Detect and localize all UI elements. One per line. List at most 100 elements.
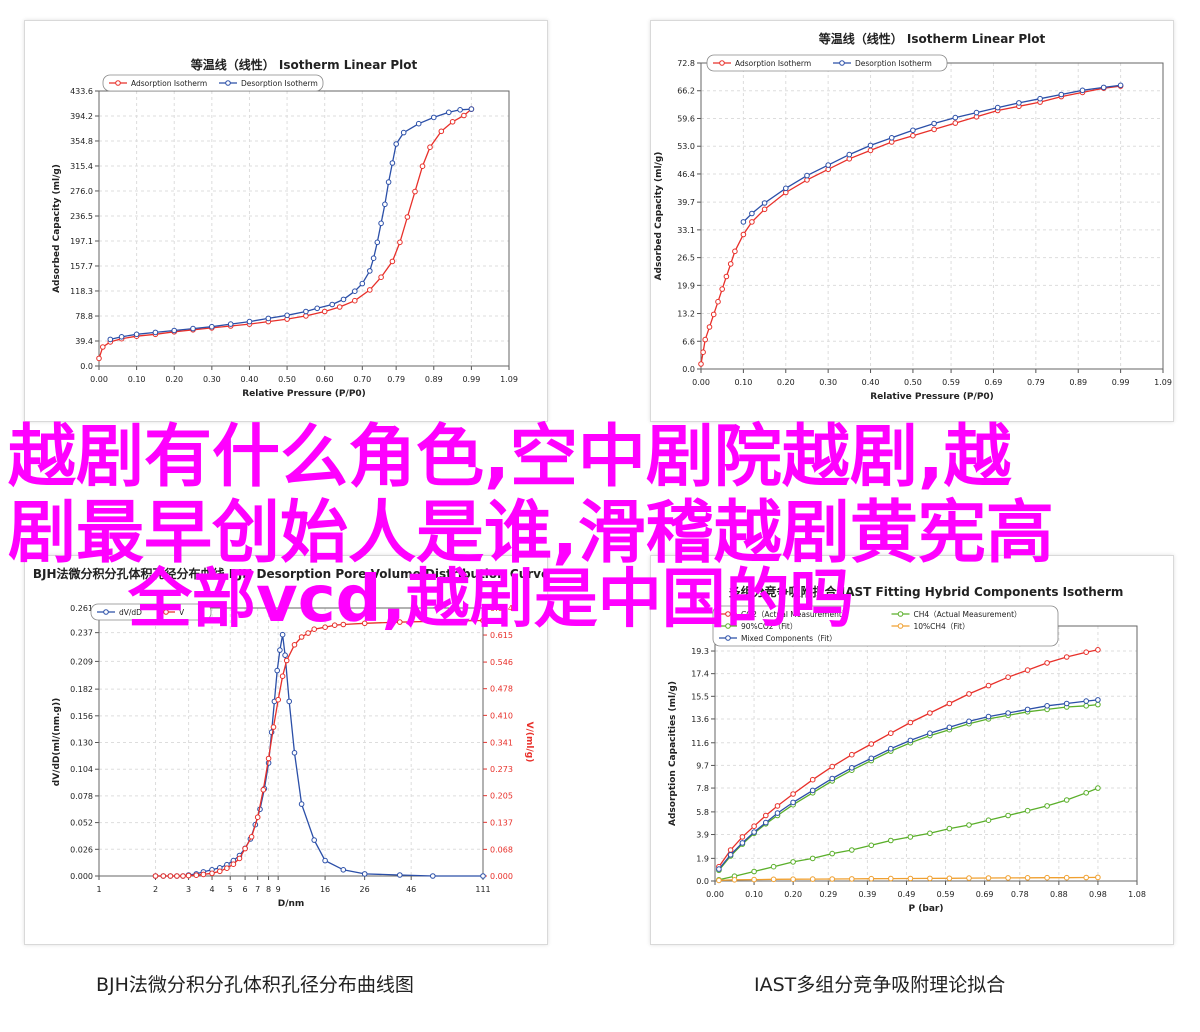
data-point — [1044, 703, 1050, 709]
y-tick-label: 5.8 — [696, 808, 709, 817]
x-tick-label: 111 — [475, 885, 490, 894]
data-point — [740, 219, 747, 225]
data-point — [1037, 95, 1043, 102]
data-point — [321, 308, 328, 315]
overlay-title-line-3: 全部vcd,越剧是中国的吗 — [128, 563, 854, 637]
chart-panel-isotherm-right: 等温线（线性） Isotherm Linear Plot 0.00 0.10 0.20… — [650, 20, 1174, 422]
data-point — [314, 305, 321, 312]
data-point — [809, 855, 816, 862]
data-point — [322, 624, 328, 630]
data-point — [804, 172, 810, 179]
x-tick-label: 0.89 — [1069, 378, 1087, 387]
legend-marker — [725, 623, 731, 629]
x-tick-label: 9 — [276, 885, 281, 894]
x-tick-label: 0.60 — [316, 375, 334, 384]
x-axis-label: D/nm — [278, 899, 305, 909]
data-point — [260, 787, 267, 793]
grid — [95, 607, 487, 880]
data-point — [966, 875, 972, 881]
data-point — [389, 160, 396, 166]
data-point — [400, 129, 407, 136]
data-point — [1044, 874, 1050, 881]
plot-frame — [98, 90, 510, 367]
y-tick-label: 157.7 — [70, 262, 93, 271]
data-point — [265, 755, 272, 762]
x-tick-label: 6 — [243, 885, 248, 894]
data-point — [710, 311, 717, 318]
data-point — [719, 286, 725, 292]
data-point — [749, 219, 755, 225]
data-point — [246, 318, 253, 325]
data-point — [723, 273, 730, 280]
x-tick-label: 0.39 — [858, 890, 876, 899]
y-tick-label: 9.7 — [696, 761, 709, 770]
data-point — [774, 810, 781, 816]
data-point — [340, 621, 347, 628]
data-point — [385, 179, 392, 185]
data-point — [248, 834, 255, 840]
data-point — [174, 873, 180, 879]
y-tick-label: 59.6 — [677, 114, 695, 123]
x-tick-label: 7 — [255, 885, 260, 894]
x-tick-label: 0.79 — [387, 375, 405, 384]
data-point — [1024, 706, 1031, 713]
y-tick-label: 0.0 — [696, 877, 709, 886]
x-tick-label: 0.99 — [462, 375, 480, 384]
data-point — [367, 268, 373, 274]
y2-tick-label: 0.478 — [490, 685, 513, 694]
data-point — [698, 361, 704, 367]
data-point — [200, 871, 207, 878]
chart-panel-iast: 多组分竞争吸附拟合 IAST Fitting Hybrid Components… — [650, 555, 1174, 945]
chart-panel-bjh: BJH法微分积分孔体积孔径分布曲线 BJH Desorption Pore Vo… — [24, 555, 548, 945]
data-point — [809, 876, 816, 882]
y-tick-label: 0.000 — [70, 872, 93, 881]
data-point — [430, 618, 436, 625]
x-tick-label: 2 — [153, 885, 158, 894]
x-tick-label: 0.30 — [203, 375, 221, 384]
data-point — [868, 875, 875, 882]
data-point — [1100, 84, 1107, 91]
data-point — [180, 873, 186, 879]
y-tick-label: 354.8 — [70, 137, 93, 146]
legend-marker — [225, 80, 231, 86]
data-point — [910, 127, 916, 134]
data-point — [1024, 667, 1031, 673]
plot-frame — [700, 62, 1164, 370]
data-point — [1016, 100, 1022, 106]
data-point — [167, 873, 174, 879]
x-tick-label: 3 — [186, 885, 191, 894]
data-point — [412, 188, 418, 195]
y-tick-label: 17.4 — [691, 670, 709, 679]
data-point — [370, 255, 377, 261]
data-point — [868, 755, 875, 762]
data-point — [927, 730, 933, 736]
data-point — [1083, 649, 1090, 655]
chart-bjh: BJH法微分积分孔体积孔径分布曲线 BJH Desorption Pore Vo… — [33, 566, 547, 909]
y2-tick-label: 0.000 — [490, 872, 513, 881]
x-tick-label: 0.29 — [819, 890, 837, 899]
data-point — [311, 626, 318, 632]
data-point — [274, 667, 280, 674]
x-tick-label: 1 — [96, 885, 101, 894]
data-point — [931, 126, 937, 133]
data-point — [1058, 91, 1065, 98]
y2-tick-label: 0.684 — [490, 604, 513, 613]
data-point — [397, 872, 403, 878]
chart-title: BJH法微分积分孔体积孔径分布曲线 BJH Desorption Pore Vo… — [33, 566, 547, 581]
y-tick-label: 118.3 — [70, 287, 93, 296]
x-tick-label: 26 — [360, 885, 370, 894]
data-point — [457, 107, 463, 113]
data-point — [298, 801, 305, 807]
data-point — [849, 847, 855, 853]
data-point — [1083, 790, 1090, 796]
data-point — [751, 823, 757, 830]
data-point — [1005, 875, 1011, 881]
data-point — [1079, 87, 1086, 94]
data-point — [927, 875, 933, 882]
data-point — [438, 128, 445, 135]
data-point — [1095, 785, 1101, 791]
data-point — [152, 329, 159, 336]
y2-tick-label: 0.546 — [490, 658, 513, 667]
x-axis-label: P (bar) — [909, 904, 944, 914]
data-point — [209, 323, 215, 330]
